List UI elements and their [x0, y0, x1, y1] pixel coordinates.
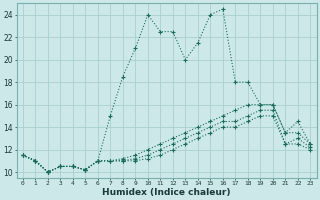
X-axis label: Humidex (Indice chaleur): Humidex (Indice chaleur): [102, 188, 231, 197]
